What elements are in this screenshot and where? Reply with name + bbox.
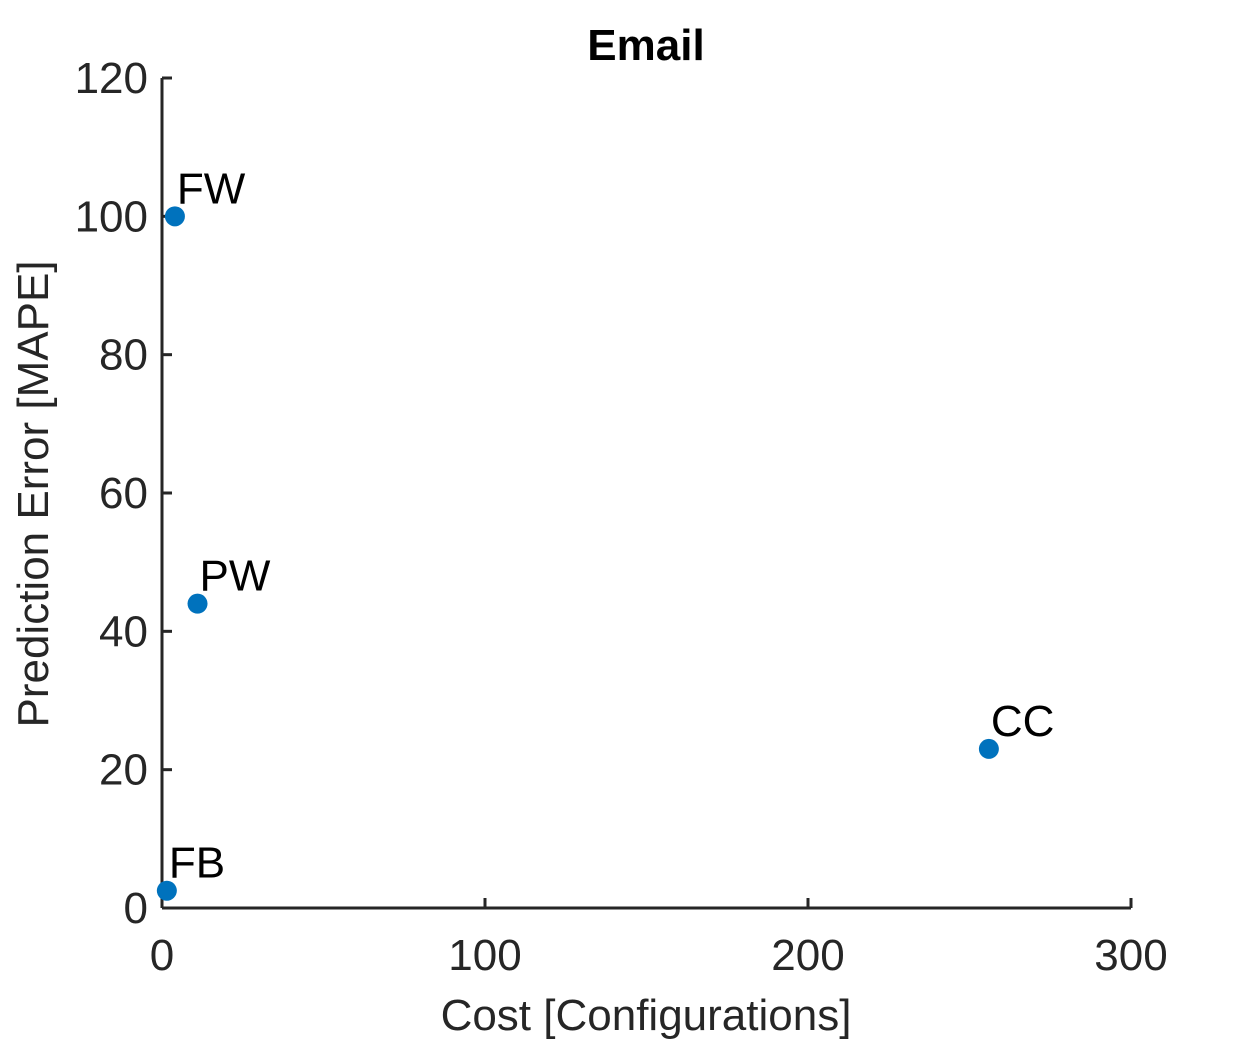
y-tick-label: 120 [75, 54, 148, 103]
data-point-label: CC [991, 697, 1055, 746]
data-point [978, 738, 999, 759]
x-tick-label: 300 [1094, 931, 1167, 980]
data-point-label: FB [169, 839, 225, 888]
data-point [156, 880, 177, 901]
y-tick-label: 40 [99, 607, 148, 656]
chart-title: Email [587, 21, 704, 70]
x-tick-label: 0 [150, 931, 174, 980]
data-point-label: PW [200, 552, 271, 601]
y-tick-label: 60 [99, 469, 148, 518]
y-tick-label: 100 [75, 192, 148, 241]
data-point [187, 593, 208, 614]
y-tick-label: 80 [99, 331, 148, 380]
data-points: FW PW CC FB [156, 164, 1055, 901]
y-tick-label: 0 [124, 884, 148, 933]
ticks: 0 100 200 300 0 20 40 60 80 100 120 [75, 54, 1168, 980]
axes [160, 78, 1131, 910]
x-tick-label: 200 [771, 931, 844, 980]
data-point [164, 206, 185, 227]
y-axis-label: Prediction Error [MAPE] [9, 260, 58, 727]
x-tick-label: 100 [448, 931, 521, 980]
x-axis-label: Cost [Configurations] [441, 991, 852, 1040]
y-tick-label: 20 [99, 746, 148, 795]
data-point-label: FW [177, 164, 246, 213]
